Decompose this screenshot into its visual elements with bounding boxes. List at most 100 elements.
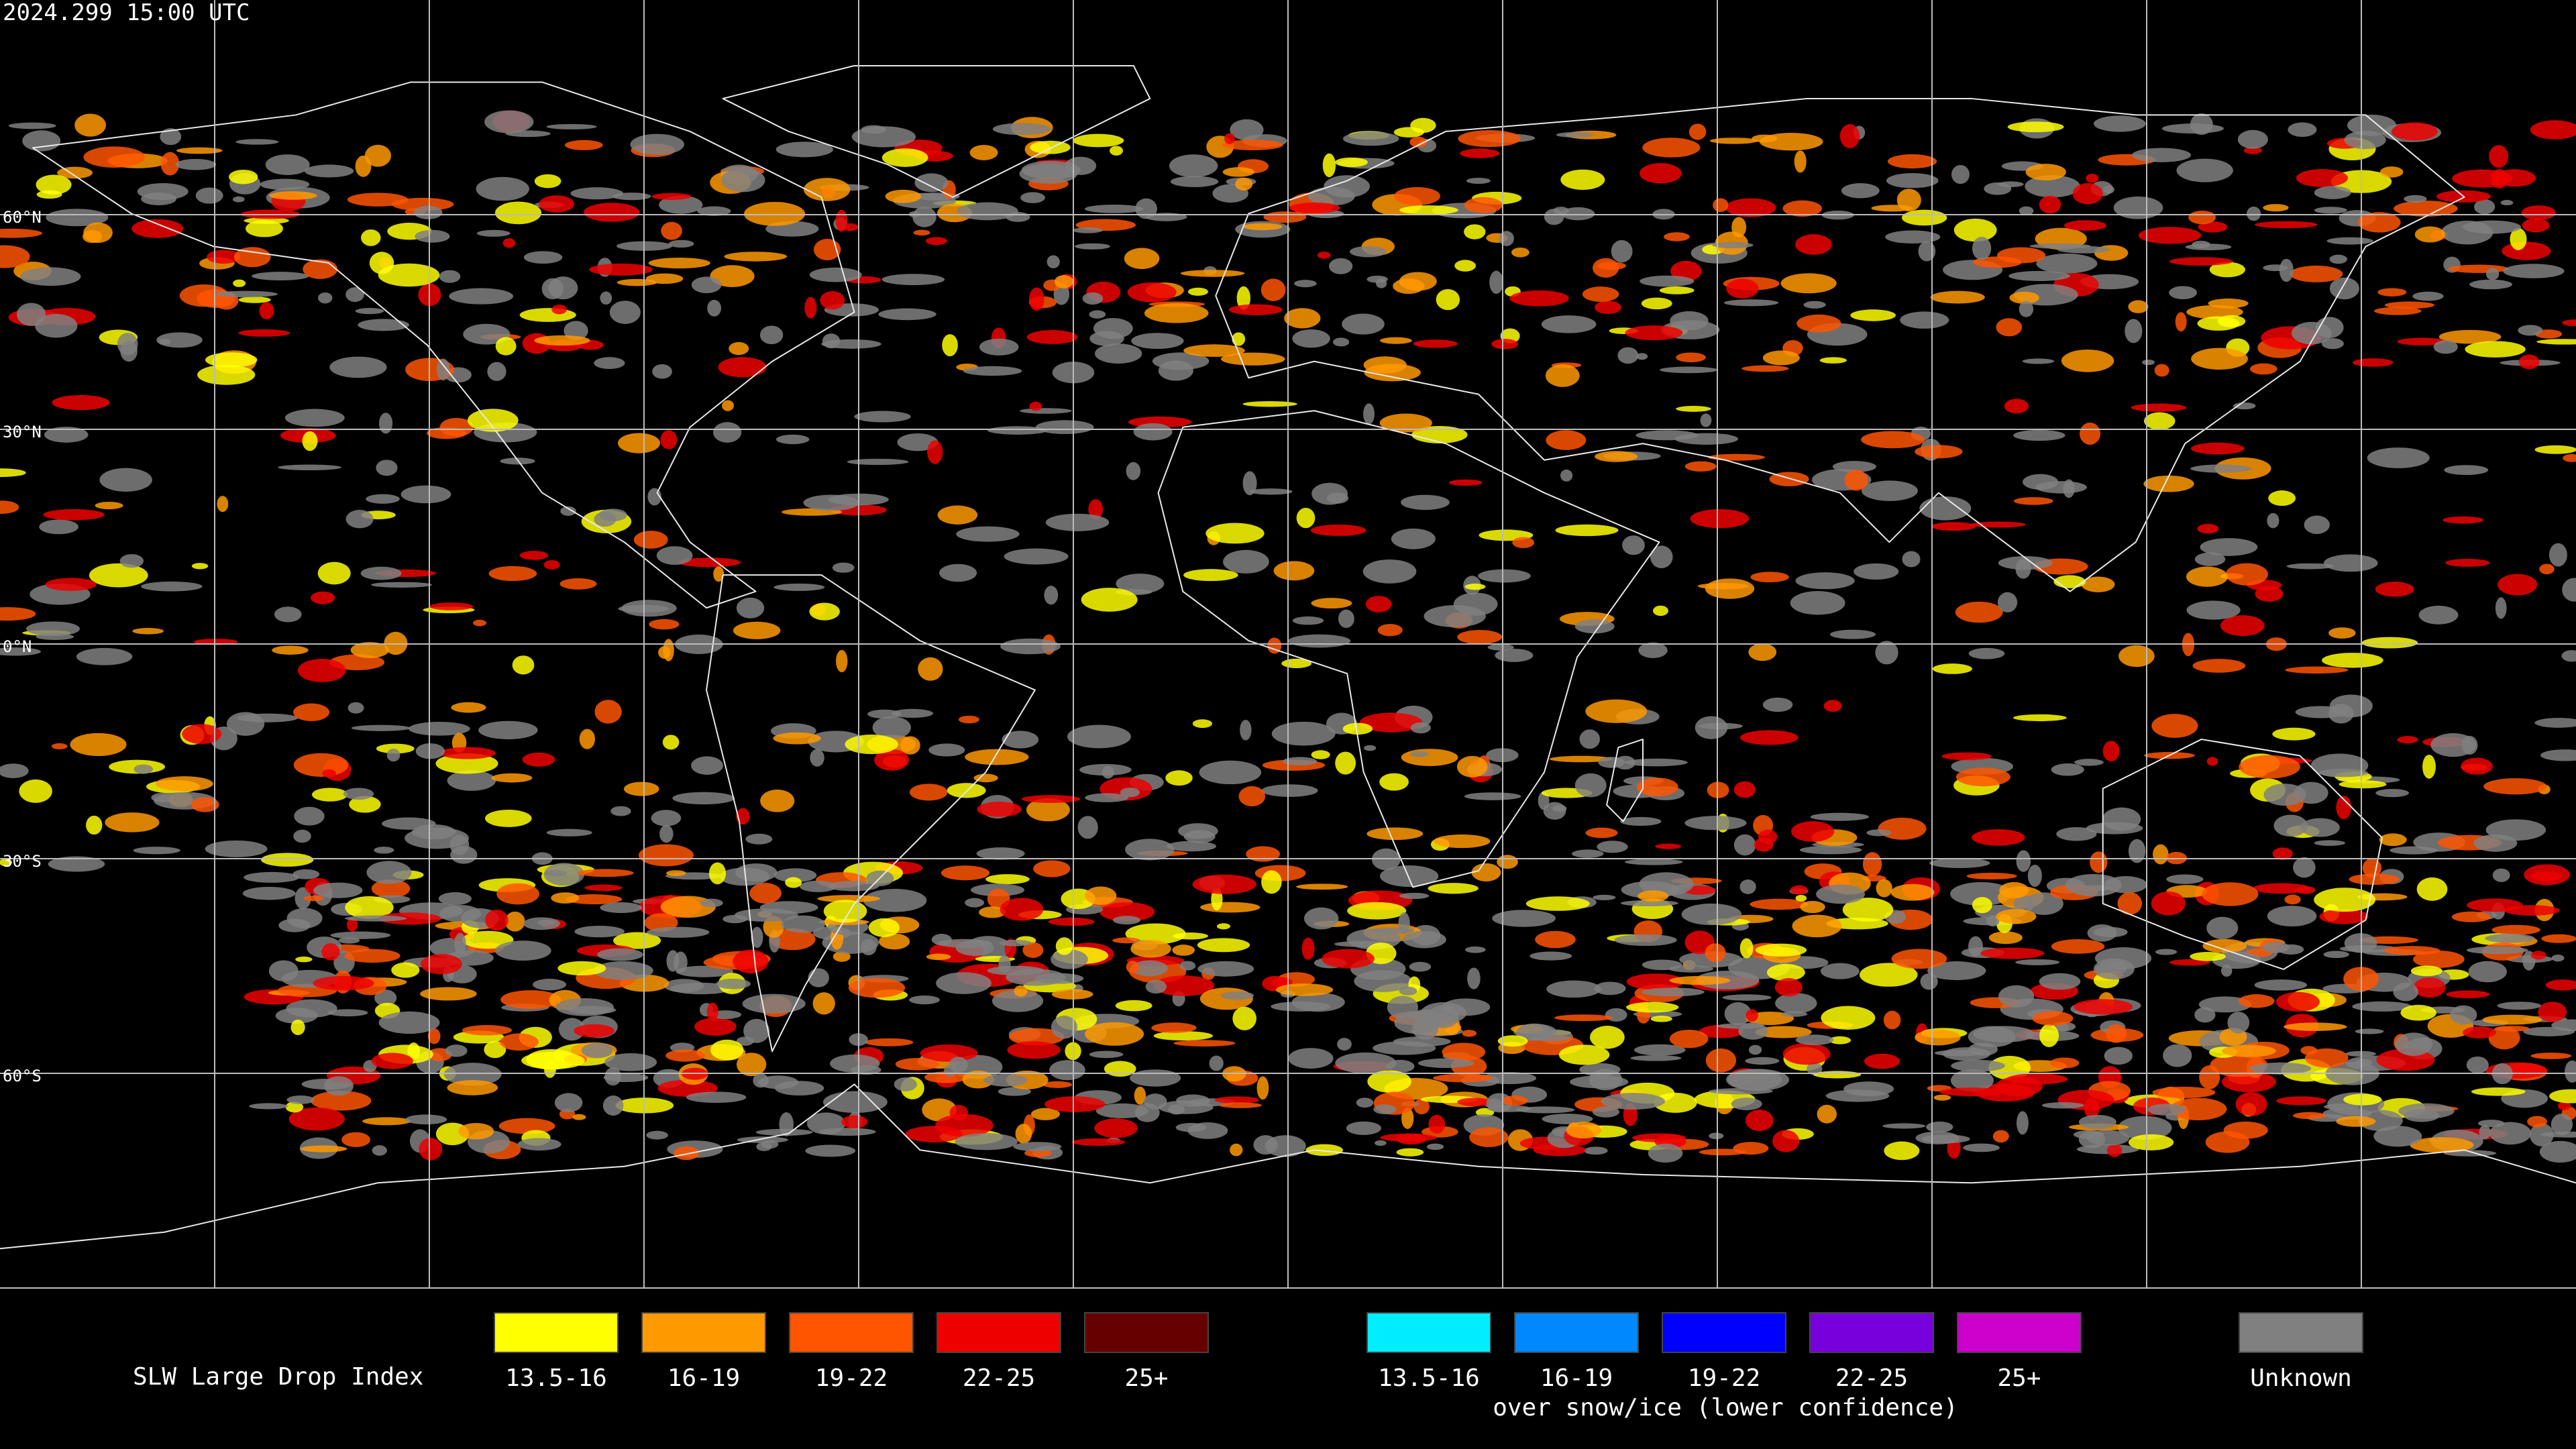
cloud-patch [46,209,109,227]
cloud-patch [1821,1006,1876,1030]
cloud-patch [2529,1123,2554,1146]
cloud-patch [957,202,1018,221]
cloud-patch [415,229,450,243]
cloud-patch [233,279,246,287]
cloud-patch [927,440,943,464]
cloud-patch [1178,823,1218,839]
cloud-patch [52,394,110,411]
cloud-patch [284,409,345,427]
cloud-patch [2250,363,2277,375]
cloud-patch [0,245,30,268]
cloud-patch [272,645,309,655]
cloud-patch [1085,1022,1144,1046]
cloud-patch [1617,347,1639,364]
cloud-patch [1915,1029,1961,1046]
cloud-patch [454,932,466,955]
cloud-patch [1795,894,1807,902]
cloud-patch [1968,647,2005,659]
cloud-patch [1592,258,1619,278]
cloud-patch [1417,1058,1474,1069]
legend-swatch [1957,1312,2082,1353]
cloud-patch [1238,786,1266,806]
cloud-patch [1830,629,1876,639]
cloud-patch [1780,273,1837,294]
cloud-patch [8,122,56,129]
cloud-patch [2155,949,2178,955]
cloud-patch [473,619,487,627]
cloud-patch [935,1114,994,1137]
cloud-patch [2549,1089,2576,1104]
cloud-patch [2498,574,2538,596]
cloud-patch [1240,719,1252,741]
cloud-patch [1271,721,1336,746]
cloud-patch [1179,961,1196,971]
cloud-patch [2175,312,2187,332]
cloud-patch [1642,987,1705,997]
cloud-patch [835,209,848,232]
cloud-patch [992,123,1051,136]
cloud-patch [1110,146,1123,156]
cloud-patch [2222,1044,2276,1057]
cloud-patch [2500,200,2514,206]
cloud-patch [1073,133,1124,148]
cloud-patch [1891,949,1947,969]
cloud-patch [2328,627,2356,639]
cloud-patch [2090,851,2108,873]
cloud-patch [602,1095,624,1116]
cloud-patch [647,926,710,938]
cloud-patch [1707,453,1766,461]
cloud-patch [574,925,625,938]
cloud-patch [1875,641,1898,665]
cloud-patch [603,1073,649,1083]
cloud-patch [1396,1148,1424,1157]
cloud-patch [2418,605,2459,625]
cloud-patch [955,939,994,956]
cloud-patch [1731,1097,1762,1111]
cloud-patch [488,566,537,582]
cloud-patch [1950,1069,1994,1092]
cloud-patch [2373,1126,2422,1147]
cloud-patch [594,700,622,724]
cloud-patch [44,427,89,443]
cloud-patch [742,994,806,1014]
cloud-patch [1424,605,1486,628]
cloud-patch [1545,364,1580,387]
cloud-patch [1844,470,1868,491]
cloud-patch [159,339,171,345]
cloud-patch [2023,474,2059,490]
cloud-patch [912,206,936,227]
cloud-patch [1326,492,1349,504]
cloud-patch [2006,1073,2068,1085]
cloud-patch [1566,1122,1601,1139]
cloud-patch [1790,821,1835,842]
cloud-patch [1886,173,1939,189]
cloud-patch [1829,1036,1851,1044]
timestamp: 2024.299 15:00 UTC [3,0,250,26]
cloud-patch [1986,915,2000,927]
cloud-patch [651,193,692,201]
cloud-patch [252,272,309,280]
cloud-patch [1153,975,1215,996]
cloud-patch [708,862,727,885]
cloud-patch [1292,616,1324,625]
cloud-patch [290,1019,305,1036]
cloud-patch [1192,719,1213,729]
cloud-patch [519,308,576,322]
cloud-patch [293,703,330,721]
cloud-patch [360,566,402,580]
cloud-patch [233,247,271,268]
cloud-patch [678,557,741,568]
cloud-patch [2416,877,2448,901]
cloud-patch [1380,337,1412,344]
cloud-patch [2357,212,2401,233]
cloud-patch [1292,329,1330,348]
cloud-patch [1972,829,2025,846]
cloud-patch [1722,994,1772,1001]
cloud-patch [1996,909,2037,924]
cloud-patch [1790,591,1845,615]
cloud-patch [2217,315,2246,328]
cloud-patch [1367,1070,1411,1093]
cloud-patch [600,291,612,305]
cloud-patch [2036,253,2098,274]
cloud-patch [936,972,991,994]
